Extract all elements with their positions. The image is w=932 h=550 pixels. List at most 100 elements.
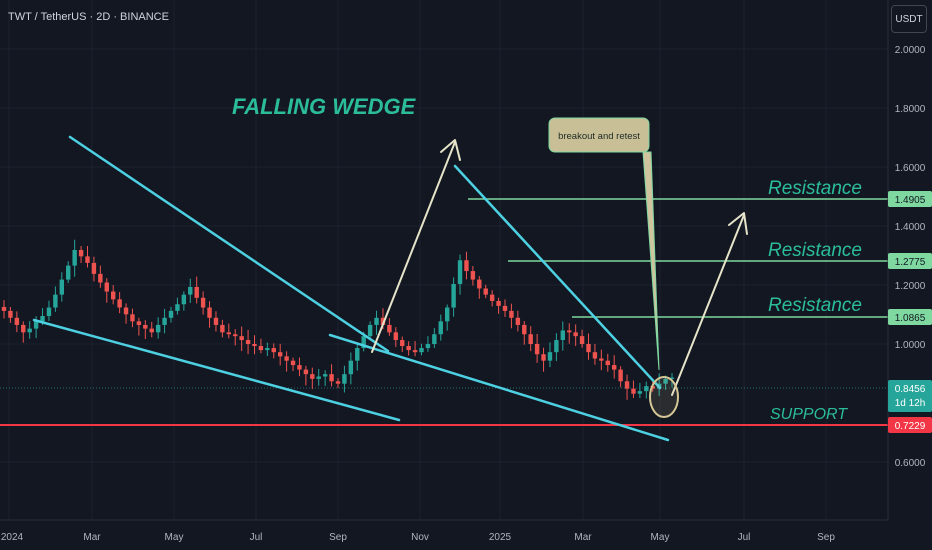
x-tick-label: May [165,532,184,543]
candle-body [162,317,167,325]
resistance-price-badge-2: 1.2775 [888,253,932,269]
pattern-label: FALLING WEDGE [232,94,417,119]
candle-body [432,334,437,344]
candle-body [322,374,328,377]
candle-body [451,283,456,308]
candle-body [329,374,334,382]
candle-body [226,332,232,335]
wedge-lower-line-2[interactable] [328,333,670,442]
callout-box [548,117,650,153]
candle-body [252,344,257,347]
candle-body [66,265,71,280]
candle-body [46,307,52,317]
current-price-badge: 0.8456 1d 12h [888,380,932,412]
candle-body [419,348,424,353]
symbol-title: TWT / TetherUS · 2D · BINANCE [8,11,169,23]
candle-body [483,288,488,295]
candle-body [457,260,463,284]
wedge-trendlines[interactable] [32,135,670,442]
price-axis[interactable]: 2.0000 1.8000 1.6000 1.4000 1.2000 1.000… [887,0,932,520]
candle-body [14,317,20,325]
y-tick-label: 0.6000 [895,458,926,469]
candle-body [567,330,572,333]
candle-body [637,391,643,394]
svg-text:1d 12h: 1d 12h [895,398,926,409]
candle-body [277,352,283,357]
candle-body [361,336,366,349]
candle-body [104,282,109,292]
candle-body [554,340,559,353]
candle-body [181,294,187,305]
candle-body [200,297,206,308]
candle-body [464,260,469,272]
candle-body [515,317,521,325]
y-tick-label: 1.2000 [895,281,926,292]
candle-body [438,321,443,335]
candle-body [239,336,244,341]
candle-body [477,279,482,289]
time-axis[interactable]: 2024 Mar May Jul Sep Nov 2025 Mar May Ju… [0,519,932,550]
x-tick-label: Jul [738,532,751,543]
candle-body [502,305,508,311]
candle-body [348,360,354,375]
candle-body [21,324,26,333]
resistance-label-2: Resistance [768,240,862,261]
candle-body [271,348,276,353]
candle-body [528,334,533,344]
candle-body [644,386,649,392]
resistance-label-3: Resistance [768,295,862,316]
currency-button[interactable]: USDT [891,5,927,33]
candle-body [631,388,636,394]
candle-body [534,344,540,355]
x-tick-label: 2024 [1,532,24,543]
candle-body [374,317,379,325]
candle-body [149,328,154,333]
wedge-upper-line-1[interactable] [68,135,390,353]
candle-body [573,332,578,337]
candle-body [207,307,212,318]
candle-body [470,271,476,280]
x-tick-label: May [651,532,670,543]
callout-breakout-retest[interactable]: breakout and retest [548,117,660,371]
candle-body [669,377,675,379]
arrow-2-head [728,212,748,235]
svg-text:1.4905: 1.4905 [895,195,926,206]
retest-circle[interactable] [649,376,679,418]
candle-body [98,273,103,283]
projection-arrows[interactable] [371,139,748,396]
wedge-upper-line-2[interactable] [453,164,662,390]
grid-lines [0,0,888,520]
resistance-label-1: Resistance [768,178,862,199]
support-price-badge: 0.7229 [888,417,932,433]
candle-body [303,369,309,375]
candle-body [560,330,566,341]
candle-body [194,286,199,298]
candle-body [284,356,289,361]
x-tick-label: Sep [329,532,347,543]
callout-label: breakout and retest [558,131,640,142]
candle-body [586,344,591,353]
candle-body [27,328,32,333]
svg-text:1.0865: 1.0865 [895,313,926,324]
y-tick-label: 2.0000 [895,45,926,56]
x-tick-label: 2025 [489,532,512,543]
candle-body [618,369,623,382]
arrow-1-shaft[interactable] [371,141,456,353]
arrow-2-shaft[interactable] [671,214,745,396]
candle-body [316,376,321,379]
candle-body [663,378,668,384]
candle-body [245,340,251,344]
candle-body [59,279,65,295]
candle-body [72,249,77,266]
candle-body [40,316,45,322]
x-tick-label: Mar [574,532,592,543]
candle-body [335,381,341,384]
candle-body [400,340,405,347]
svg-text:0.7229: 0.7229 [895,421,926,432]
candle-body [310,374,315,379]
svg-text:1.2775: 1.2775 [895,257,926,268]
wedge-lower-line-1[interactable] [32,318,401,422]
candle-body [175,304,180,311]
candle-body [541,354,546,361]
